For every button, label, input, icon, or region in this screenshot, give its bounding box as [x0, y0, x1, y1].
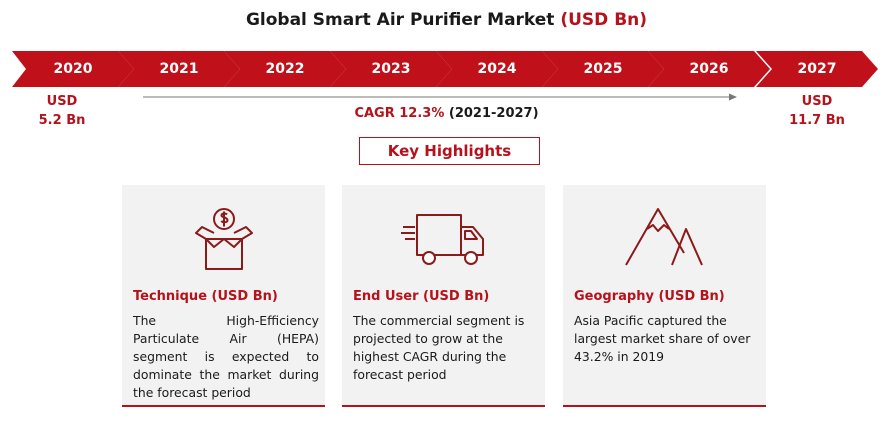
card-title: End User (USD Bn): [353, 289, 490, 304]
end-value: USD 11.7 Bn: [772, 92, 862, 130]
mountain-icon: [624, 208, 703, 266]
key-highlights-heading: Key Highlights: [359, 137, 540, 165]
timeline-year: 2027: [756, 51, 878, 87]
card-title: Technique (USD Bn): [133, 289, 278, 304]
end-value-currency: USD: [801, 94, 833, 109]
timeline-year: 2023: [330, 51, 452, 87]
cagr-label: CAGR 12.3%: [354, 106, 445, 121]
timeline-year: 2026: [648, 51, 770, 87]
start-value-currency: USD: [46, 94, 78, 109]
timeline-year: 2020: [12, 51, 134, 87]
cagr-period: (2021-2027): [448, 106, 539, 121]
card-text: Asia Pacific captured the largest market…: [574, 313, 751, 364]
cagr-text: CAGR 12.3% (2021-2027): [0, 106, 893, 121]
start-value-amount: 5.2 Bn: [38, 113, 86, 128]
highlight-card-end-user: End User (USD Bn) The commercial segment…: [342, 185, 545, 407]
card-title: Geography (USD Bn): [574, 289, 725, 304]
title-main: Global Smart Air Purifier Market: [245, 10, 555, 30]
year-timeline: 2020 2021 2022 2023 2024 2025 2026 2027: [0, 51, 893, 87]
start-value: USD 5.2 Bn: [17, 92, 107, 130]
timeline-year: 2022: [224, 51, 346, 87]
title-unit: (USD Bn): [560, 10, 648, 30]
timeline-year: 2025: [542, 51, 664, 87]
cagr-arrow-icon: [143, 93, 737, 101]
timeline-year: 2024: [436, 51, 558, 87]
card-text: The commercial segment is projected to g…: [353, 313, 525, 382]
money-box-icon: [194, 208, 253, 270]
timeline-year: 2021: [118, 51, 240, 87]
highlight-card-technique: Technique (USD Bn) The High-Efficiency P…: [122, 185, 325, 407]
card-text: The High-Efficiency Particulate Air (HEP…: [133, 313, 319, 400]
highlight-card-geography: Geography (USD Bn) Asia Pacific captured…: [563, 185, 766, 407]
end-value-amount: 11.7 Bn: [789, 113, 845, 128]
page-title: Global Smart Air Purifier Market (USD Bn…: [0, 10, 893, 30]
delivery-truck-icon: [400, 214, 484, 265]
